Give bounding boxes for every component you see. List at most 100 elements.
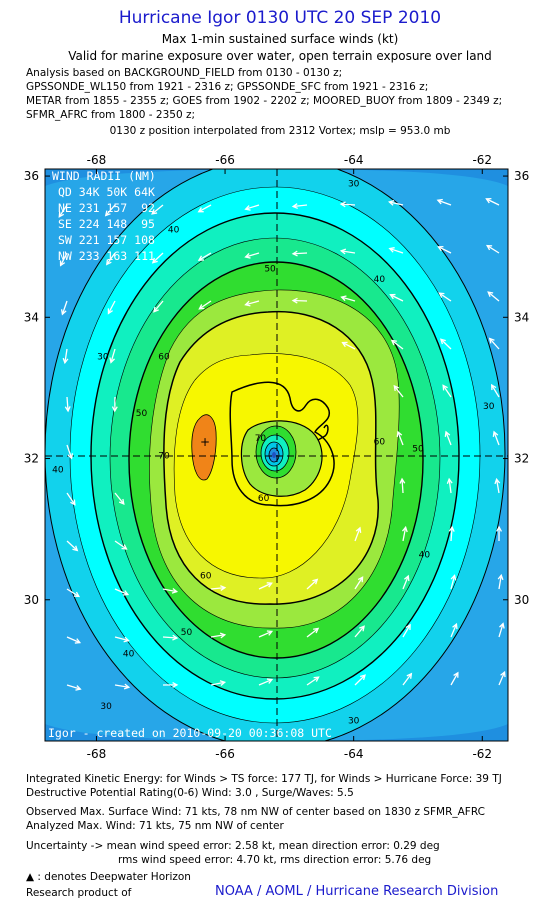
wind-arrow-head	[123, 636, 130, 643]
wind-arrow	[210, 681, 225, 686]
wind-arrow	[162, 636, 178, 639]
wind-arrow-head	[438, 292, 445, 298]
wind-arrow	[66, 540, 78, 551]
contour-label: 70	[158, 452, 170, 462]
contour-label: 30	[97, 353, 109, 363]
wind-arrow-head	[396, 430, 403, 437]
contour-label: 40	[374, 275, 386, 285]
wind-arrow	[491, 384, 500, 398]
wind-arrow-head	[266, 630, 274, 636]
contour-label: 40	[419, 550, 431, 560]
wind-arrow	[397, 431, 404, 446]
contour-label: 30	[348, 716, 360, 726]
wind-arrow	[402, 673, 412, 686]
wind-arrow-head	[490, 383, 497, 391]
y-tick-label-right: 30	[514, 593, 529, 607]
contour-label: 40	[168, 226, 180, 236]
wind-arrow	[114, 684, 129, 688]
wind-arrow-head	[107, 308, 113, 315]
wind-arrow	[389, 247, 404, 254]
wind-arrow-head	[106, 259, 112, 266]
wind-arrow-head	[291, 297, 298, 304]
observed-max-stat: Observed Max. Surface Wind: 71 kts, 78 n…	[26, 806, 485, 818]
wind-arrow-head	[405, 623, 411, 630]
wind-arrow-head	[492, 430, 499, 437]
wind-arrow-head	[488, 337, 495, 344]
wind-arrow	[437, 199, 452, 206]
wind-arrow-head	[153, 306, 159, 313]
ike-stat: Integrated Kinetic Energy: for Winds > T…	[26, 773, 502, 785]
wind-arrow-head	[72, 545, 79, 552]
wind-arrow	[162, 588, 177, 593]
chart-title: Hurricane Igor 0130 UTC 20 SEP 2010	[118, 8, 442, 28]
wind-arrow	[306, 627, 319, 638]
contour-label: 60	[374, 437, 386, 447]
wind-arrow	[402, 575, 409, 590]
contour-label: 30	[483, 402, 495, 412]
wind-arrow	[66, 444, 73, 459]
wind-arrow	[487, 291, 500, 302]
wind-arrow	[445, 431, 452, 446]
wind-arrow-head	[339, 248, 347, 255]
wind-arrow-head	[485, 197, 492, 204]
wind-arrow-head	[486, 244, 493, 251]
wind-arrow-head	[70, 499, 76, 506]
wind-arrow	[245, 300, 260, 306]
analyzed-max-stat: Analyzed Max. Wind: 71 kts, 75 nm NW of …	[26, 820, 284, 832]
wind-arrow-head	[444, 430, 451, 437]
wind-arrow	[498, 671, 506, 686]
analysis-line: GPSSONDE_WL150 from 1921 - 2316 z; GPSSO…	[26, 81, 429, 93]
wind-arrow-head	[123, 683, 131, 690]
wind-arrow	[114, 636, 129, 642]
wind-vectors	[58, 197, 506, 691]
wind-arrow-head	[496, 525, 503, 532]
wind-arrow-head	[453, 671, 459, 678]
wind-arrow	[258, 630, 273, 638]
wind-arrow-head	[339, 201, 346, 208]
wind-arrow-head	[450, 574, 457, 581]
wind-arrow	[66, 636, 81, 644]
wind-arrow	[293, 204, 308, 208]
contour-label: 50	[181, 628, 193, 638]
wind-arrow-head	[389, 293, 396, 300]
wind-arrow	[493, 431, 500, 446]
wind-arrow-head	[67, 453, 74, 460]
wind-arrow	[106, 252, 116, 265]
wind-arrow	[64, 348, 68, 363]
wind-arrow	[440, 338, 452, 350]
wind-arrow	[105, 204, 116, 216]
contour-label: 50	[136, 409, 148, 419]
y-tick-label-right: 32	[514, 452, 529, 466]
wind-arrow-head	[171, 587, 179, 594]
band-max-wind	[191, 414, 217, 481]
wind-arrow-head	[291, 250, 298, 257]
wind-arrow-head	[442, 384, 448, 391]
wind-arrow	[391, 339, 404, 350]
wind-arrow	[354, 625, 365, 638]
wind-arrow-head	[64, 406, 71, 413]
hook-contour	[317, 424, 329, 441]
wind-arrow	[258, 678, 273, 686]
wind-arrow-head	[75, 685, 82, 691]
deepwater-legend-text: : denotes Deepwater Horizon	[37, 871, 191, 883]
wind-radii-row: QD 34K 50K 64K	[58, 185, 155, 199]
wind-arrow	[199, 300, 212, 310]
max-wind-marker: +	[200, 435, 210, 449]
y-tick-label-left: 34	[24, 310, 39, 324]
wind-arrow	[114, 540, 127, 550]
validity-note: Valid for marine exposure over water, op…	[68, 49, 492, 63]
x-tick-label-bottom: -64	[344, 747, 364, 761]
wind-arrow-head	[151, 257, 158, 264]
analysis-line: SFMR_AFRC from 1800 - 2350 z;	[26, 109, 196, 121]
wind-radii-row: SE 224 148 95	[58, 217, 155, 231]
wind-arrow	[402, 624, 411, 638]
wind-radii-title: WIND RADII (NM)	[52, 169, 156, 183]
wind-arrow-head	[266, 678, 274, 684]
wind-arrow	[245, 252, 260, 258]
wind-arrow-head	[197, 255, 204, 261]
wind-arrow	[442, 385, 452, 398]
x-tick-label-top: -64	[344, 153, 364, 167]
x-tick-label-bottom: -68	[87, 747, 107, 761]
wind-radii-row: SW 221 157 108	[58, 233, 155, 247]
wind-arrow-head	[198, 304, 205, 310]
